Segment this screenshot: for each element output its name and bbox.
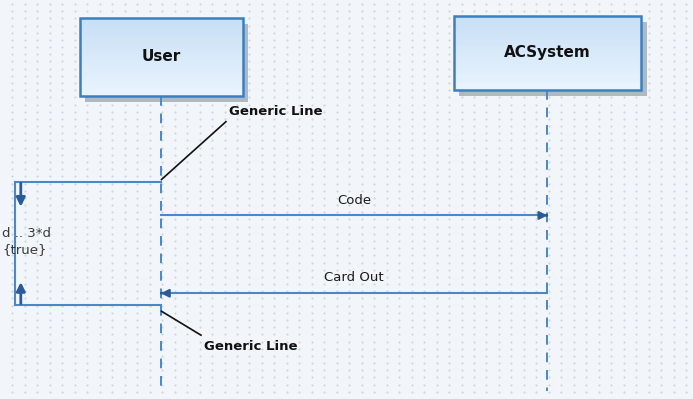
Bar	[454, 66, 641, 67]
Bar	[459, 22, 647, 96]
Bar	[454, 42, 641, 43]
Text: Card Out: Card Out	[324, 271, 384, 284]
Bar	[80, 65, 243, 67]
Bar	[454, 67, 641, 69]
Bar	[80, 28, 243, 30]
Bar	[454, 62, 641, 64]
Bar	[80, 69, 243, 71]
Bar	[454, 31, 641, 33]
Bar	[80, 47, 243, 49]
Bar	[80, 40, 243, 41]
Bar	[454, 79, 641, 81]
Bar	[80, 41, 243, 43]
Text: d .. 3*d: d .. 3*d	[2, 227, 51, 240]
Bar	[80, 18, 243, 96]
Bar	[454, 77, 641, 79]
Bar	[80, 76, 243, 78]
Bar	[454, 49, 641, 51]
Bar	[80, 32, 243, 34]
Bar	[454, 88, 641, 90]
Bar	[454, 18, 641, 20]
Bar	[454, 64, 641, 66]
Bar	[454, 40, 641, 42]
Bar	[454, 73, 641, 75]
Bar	[80, 74, 243, 76]
Bar	[454, 81, 641, 83]
Bar	[454, 45, 641, 47]
Bar	[454, 20, 641, 22]
Bar	[454, 55, 641, 57]
Bar	[80, 55, 243, 57]
Text: ACSystem: ACSystem	[504, 45, 591, 60]
Bar	[80, 57, 243, 59]
Bar	[454, 25, 641, 27]
Bar	[454, 58, 641, 60]
Bar	[85, 24, 248, 102]
Text: Generic Line: Generic Line	[229, 105, 322, 118]
Bar	[80, 82, 243, 84]
Bar	[80, 26, 243, 28]
Bar	[80, 94, 243, 96]
Bar	[80, 34, 243, 36]
Bar	[80, 67, 243, 69]
Bar	[80, 80, 243, 82]
Bar	[80, 43, 243, 45]
Bar	[454, 53, 641, 55]
Bar	[80, 71, 243, 73]
Bar	[80, 63, 243, 65]
Bar	[80, 53, 243, 55]
Bar	[80, 92, 243, 94]
Bar	[454, 43, 641, 45]
Bar	[80, 18, 243, 20]
Bar	[80, 24, 243, 26]
Bar	[454, 16, 641, 18]
Bar	[454, 86, 641, 88]
Bar	[454, 69, 641, 71]
Text: Generic Line: Generic Line	[204, 340, 298, 353]
Bar	[454, 29, 641, 31]
Bar	[80, 49, 243, 51]
Bar	[80, 30, 243, 32]
Bar	[454, 38, 641, 40]
Bar	[454, 75, 641, 77]
Bar	[80, 51, 243, 53]
Bar	[454, 57, 641, 58]
Bar	[80, 45, 243, 47]
Bar	[80, 38, 243, 40]
Bar	[454, 47, 641, 49]
Bar	[454, 34, 641, 36]
Bar	[80, 36, 243, 38]
Bar	[454, 60, 641, 62]
Bar	[80, 61, 243, 63]
Bar	[80, 88, 243, 90]
Bar	[454, 84, 641, 86]
Bar	[80, 86, 243, 88]
Bar	[454, 22, 641, 23]
Bar	[454, 36, 641, 38]
Bar	[454, 33, 641, 34]
Bar	[454, 71, 641, 73]
Bar	[454, 23, 641, 25]
Bar	[80, 78, 243, 80]
Bar	[454, 51, 641, 53]
Text: User: User	[141, 49, 181, 64]
Bar	[454, 27, 641, 29]
Text: {true}: {true}	[2, 243, 46, 256]
Bar	[80, 90, 243, 92]
Bar	[80, 84, 243, 86]
Bar	[454, 16, 641, 90]
Bar	[80, 59, 243, 61]
Text: Code: Code	[337, 194, 371, 207]
Bar	[80, 20, 243, 22]
Bar	[80, 73, 243, 74]
Bar	[454, 83, 641, 84]
Bar	[80, 22, 243, 24]
